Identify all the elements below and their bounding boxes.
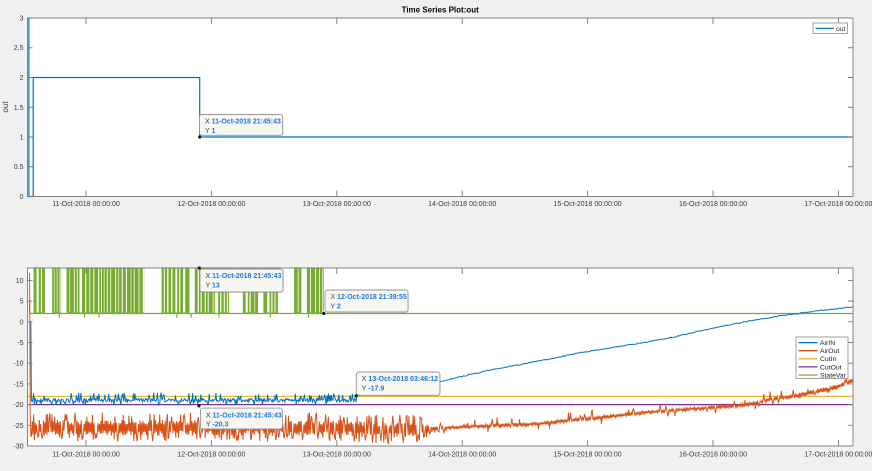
svg-text:-25: -25	[13, 423, 23, 430]
svg-text:AirIN: AirIN	[820, 340, 835, 347]
svg-text:out: out	[836, 26, 846, 33]
svg-text:14-Oct-2018 00:00:00: 14-Oct-2018 00:00:00	[428, 201, 496, 208]
svg-text:16-Oct-2018 00:00:00: 16-Oct-2018 00:00:00	[679, 451, 747, 458]
svg-text:16-Oct-2018 00:00:00: 16-Oct-2018 00:00:00	[679, 201, 747, 208]
svg-text:Y -17.9: Y -17.9	[362, 386, 385, 393]
svg-text:14-Oct-2018 00:00:00: 14-Oct-2018 00:00:00	[428, 451, 496, 458]
svg-text:1.5: 1.5	[14, 105, 24, 112]
svg-text:13-Oct-2018 00:00:00: 13-Oct-2018 00:00:00	[303, 451, 371, 458]
svg-text:AirOut: AirOut	[820, 348, 839, 355]
svg-text:-5: -5	[17, 340, 23, 347]
svg-text:13-Oct-2018 00:00:00: 13-Oct-2018 00:00:00	[303, 201, 371, 208]
svg-text:-15: -15	[13, 381, 23, 388]
svg-text:Y 2: Y 2	[331, 304, 342, 311]
svg-text:CutIn: CutIn	[820, 356, 836, 363]
svg-text:X 12-Oct-2018 21:39:55: X 12-Oct-2018 21:39:55	[331, 294, 407, 301]
svg-text:2.5: 2.5	[14, 45, 24, 52]
svg-text:5: 5	[20, 299, 24, 306]
svg-text:X 11-Oct-2018 21:45:43: X 11-Oct-2018 21:45:43	[205, 119, 281, 126]
svg-text:1: 1	[20, 135, 24, 142]
svg-text:10: 10	[16, 278, 24, 285]
svg-text:15-Oct-2018 00:00:00: 15-Oct-2018 00:00:00	[554, 451, 622, 458]
svg-text:StateVar: StateVar	[820, 372, 847, 379]
svg-text:X 13-Oct-2018 03:46:12: X 13-Oct-2018 03:46:12	[362, 376, 438, 383]
svg-text:2: 2	[20, 75, 24, 82]
svg-text:12-Oct-2018 00:00:00: 12-Oct-2018 00:00:00	[177, 451, 245, 458]
svg-text:3: 3	[20, 16, 24, 23]
svg-text:11-Oct-2018 00:00:00: 11-Oct-2018 00:00:00	[52, 201, 120, 208]
svg-text:12-Oct-2018 00:00:00: 12-Oct-2018 00:00:00	[177, 201, 245, 208]
svg-text:17-Oct-2018 00:00:00: 17-Oct-2018 00:00:00	[804, 451, 872, 458]
svg-text:-30: -30	[13, 444, 23, 451]
svg-text:X 11-Oct-2018 21:45:43: X 11-Oct-2018 21:45:43	[206, 412, 282, 419]
svg-text:0.5: 0.5	[14, 164, 24, 171]
svg-text:17-Oct-2018 00:00:00: 17-Oct-2018 00:00:00	[804, 201, 872, 208]
svg-text:X 11-Oct-2018 21:45:43: X 11-Oct-2018 21:45:43	[206, 273, 282, 280]
svg-text:Time Series Plot:out: Time Series Plot:out	[402, 6, 480, 15]
svg-text:0: 0	[20, 319, 24, 326]
svg-text:Y -20.3: Y -20.3	[206, 422, 229, 429]
svg-text:-10: -10	[13, 361, 23, 368]
svg-text:CutOut: CutOut	[820, 364, 842, 371]
svg-text:out: out	[1, 101, 10, 113]
svg-text:11-Oct-2018 00:00:00: 11-Oct-2018 00:00:00	[52, 451, 120, 458]
svg-text:0: 0	[20, 194, 24, 201]
svg-text:Y 13: Y 13	[206, 283, 220, 290]
svg-text:15-Oct-2018 00:00:00: 15-Oct-2018 00:00:00	[554, 201, 622, 208]
svg-text:Y 1: Y 1	[205, 128, 216, 135]
svg-text:-20: -20	[13, 402, 23, 409]
